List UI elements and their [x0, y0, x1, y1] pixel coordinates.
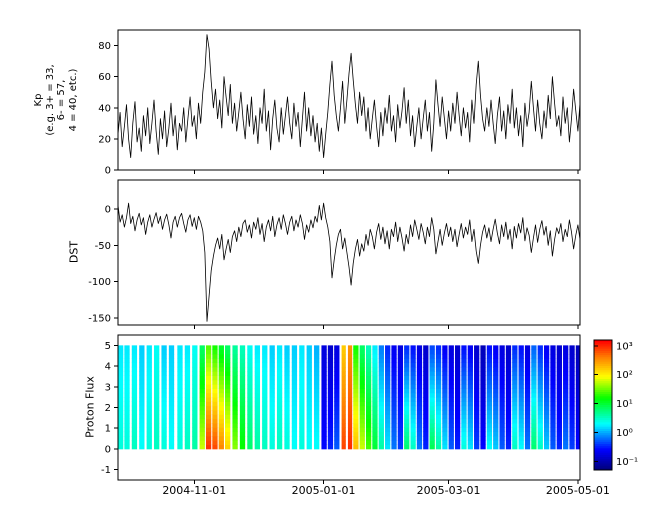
kp-panel-border — [117, 29, 581, 171]
proton-flux-axis-ticks: 5 4 3 2 1 0 -1 — [101, 341, 579, 484]
x-tick-label: 2005-05-01 — [546, 484, 610, 497]
dst-panel-border — [117, 179, 581, 326]
y-tick-label: 4 — [105, 362, 111, 373]
colorbar: 10³ 10² 10¹ 10⁰ 10⁻¹ — [593, 339, 638, 471]
colorbar-tick-label: 10⁰ — [616, 428, 633, 439]
colorbar-tick-label: 10³ — [616, 341, 633, 352]
y-tick-label: 60 — [98, 72, 111, 83]
dst-axis-ticks: 0 -50 -100 -150 — [88, 205, 579, 329]
kp-axis-ticks: 0 20 40 60 80 — [98, 41, 579, 177]
y-tick-label: -50 — [95, 241, 111, 252]
y-tick-label: 3 — [105, 382, 111, 393]
x-tick-label: 2004-11-01 — [162, 484, 226, 497]
y-tick-label: 0 — [105, 444, 111, 455]
y-tick-label: 0 — [105, 166, 111, 177]
kp-axis-label: Kp (e.g. 3+ = 33, 6- = 57, 4 = 40, etc.) — [33, 64, 79, 135]
kp-axis-label-line: (e.g. 3+ = 33, — [44, 64, 56, 136]
proton-flux-axis-label: Proton Flux — [83, 376, 97, 438]
x-tick-label: 2005-03-01 — [417, 484, 481, 497]
y-tick-label: 1 — [105, 424, 111, 435]
y-tick-label: 0 — [105, 205, 111, 216]
colorbar-border — [593, 339, 613, 471]
x-tick-label: 2005-01-01 — [292, 484, 356, 497]
kp-axis-label-line: Kp — [33, 93, 44, 107]
y-tick-label: -100 — [88, 277, 111, 288]
y-tick-label: 40 — [98, 103, 111, 114]
proton-flux-panel-border — [117, 334, 581, 481]
dst-line — [117, 202, 581, 322]
y-tick-label: 20 — [98, 134, 111, 145]
kp-line — [117, 34, 581, 159]
y-tick-label: 5 — [105, 341, 111, 352]
y-tick-label: 2 — [105, 403, 111, 414]
colorbar-tick-label: 10² — [616, 370, 633, 381]
dst-axis-label: DST — [67, 240, 81, 264]
proton-flux-heatmap — [118, 345, 580, 450]
colorbar-tick-label: 10¹ — [616, 399, 633, 410]
y-tick-label: 80 — [98, 41, 111, 52]
kp-axis-label-line: 6- = 57, — [56, 79, 67, 121]
y-tick-label: -1 — [101, 465, 111, 476]
colorbar-tick-label: 10⁻¹ — [616, 457, 638, 468]
y-tick-label: -150 — [88, 313, 111, 324]
kp-axis-label-line: 4 = 40, etc.) — [67, 68, 79, 132]
